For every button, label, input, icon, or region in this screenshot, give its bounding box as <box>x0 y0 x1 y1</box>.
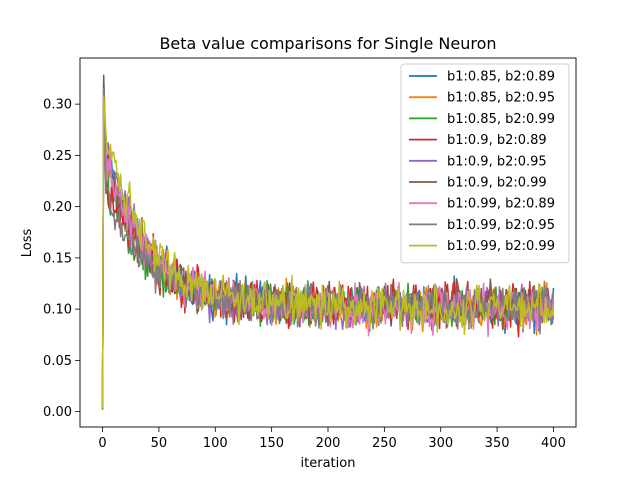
x-tick-label: 150 <box>259 436 284 451</box>
y-axis: 0.00 0.05 0.10 0.15 0.20 0.25 0.30 <box>43 98 80 420</box>
legend-entry: b1:0.85, b2:0.95 <box>447 91 555 106</box>
legend-entry: b1:0.9, b2:0.89 <box>447 133 547 148</box>
legend-entry: b1:0.9, b2:0.95 <box>447 154 547 169</box>
x-tick-label: 50 <box>151 436 168 451</box>
y-tick-label: 0.15 <box>43 251 72 266</box>
series-line <box>101 95 555 409</box>
x-tick-label: 250 <box>372 436 397 451</box>
y-tick-label: 0.00 <box>43 405 72 420</box>
x-tick-label: 350 <box>485 436 510 451</box>
x-axis: 0 50 100 150 200 250 300 350 400 <box>98 427 566 451</box>
x-tick-label: 0 <box>98 436 106 451</box>
legend: b1:0.85, b2:0.89 b1:0.85, b2:0.95 b1:0.85,… <box>400 63 570 264</box>
x-tick-label: 400 <box>541 436 566 451</box>
legend-entry: b1:0.99, b2:0.95 <box>447 218 555 233</box>
plot-frame <box>79 57 577 428</box>
y-tick-label: 0.25 <box>43 149 72 164</box>
y-tick-label: 0.20 <box>43 200 72 215</box>
x-tick-label: 300 <box>428 436 453 451</box>
x-axis-label: iteration <box>301 456 356 471</box>
y-tick-label: 0.05 <box>43 354 72 369</box>
x-tick-label: 100 <box>203 436 228 451</box>
y-axis-label: Loss <box>20 229 35 258</box>
series-layer <box>101 74 555 410</box>
legend-entry: b1:0.9, b2:0.99 <box>447 176 547 191</box>
chart-title: Beta value comparisons for Single Neuron <box>159 34 496 53</box>
legend-entry: b1:0.99, b2:0.99 <box>447 239 555 254</box>
legend-frame <box>400 63 570 264</box>
y-tick-label: 0.30 <box>43 98 72 113</box>
legend-entry: b1:0.85, b2:0.89 <box>447 70 555 85</box>
legend-entry: b1:0.99, b2:0.89 <box>447 197 555 212</box>
y-tick-label: 0.10 <box>43 303 72 318</box>
x-tick-label: 200 <box>316 436 341 451</box>
legend-entry: b1:0.85, b2:0.99 <box>447 112 555 127</box>
